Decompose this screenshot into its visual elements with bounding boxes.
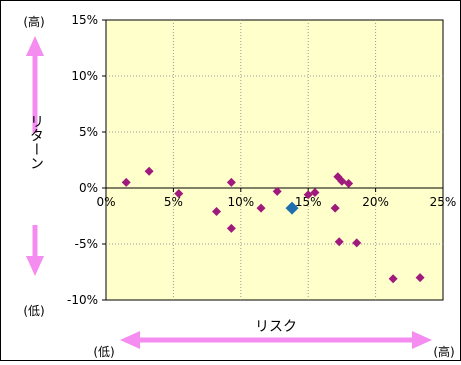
data-point	[330, 203, 340, 213]
y-axis-label: リターン	[28, 114, 44, 170]
y-axis-low-label: (低)	[23, 304, 44, 318]
x-tick-label: 10%	[227, 195, 254, 209]
return-axis-arrow	[20, 36, 52, 276]
plot-area	[105, 19, 444, 301]
x-tick-label: 0%	[96, 195, 115, 209]
x-axis-high-label: (高)	[433, 344, 454, 359]
data-points	[121, 166, 425, 284]
y-axis-high-label: (高)	[23, 14, 44, 29]
y-tick-labels: -10% -5% 0% 5% 10% 15%	[67, 13, 98, 307]
x-tick-label: 25%	[430, 195, 457, 209]
data-point	[144, 166, 154, 176]
x-axis-label: リスク	[255, 319, 297, 335]
data-point	[174, 189, 184, 199]
data-point	[226, 177, 236, 187]
x-tick-label: 20%	[362, 195, 389, 209]
x-axis-low-label: (低)	[93, 345, 114, 359]
y-tick-label: 0%	[79, 181, 98, 195]
data-point	[388, 274, 398, 284]
data-point	[352, 238, 362, 248]
y-tick-label: 5%	[79, 125, 98, 139]
return-label-bg	[20, 133, 52, 225]
x-tick-label: 15%	[295, 195, 322, 209]
data-point	[272, 186, 282, 196]
data-point	[415, 273, 425, 283]
data-point	[344, 179, 354, 189]
x-tick-label: 5%	[164, 195, 183, 209]
data-point	[256, 203, 266, 213]
y-tick-label: 10%	[71, 69, 98, 83]
data-point	[121, 177, 131, 187]
return-arrow-up-head	[26, 36, 44, 56]
axes	[102, 19, 444, 301]
y-tick-label: -5%	[75, 237, 98, 251]
x-tick-labels: 0% 5% 10% 15% 20% 25%	[96, 195, 456, 209]
data-point	[337, 176, 347, 186]
return-arrow-down-head	[26, 256, 44, 276]
data-point	[226, 223, 236, 233]
risk-arrow-right-head	[412, 331, 432, 349]
y-tick-label: 15%	[71, 13, 98, 27]
highlight-data-point	[285, 201, 299, 215]
data-point	[310, 187, 320, 197]
risk-arrow-left-head	[120, 331, 140, 349]
risk-axis-arrow	[120, 331, 432, 349]
y-tick-label: -10%	[67, 293, 98, 307]
data-point	[334, 237, 344, 247]
data-point	[212, 207, 222, 217]
grid-lines	[106, 20, 443, 300]
